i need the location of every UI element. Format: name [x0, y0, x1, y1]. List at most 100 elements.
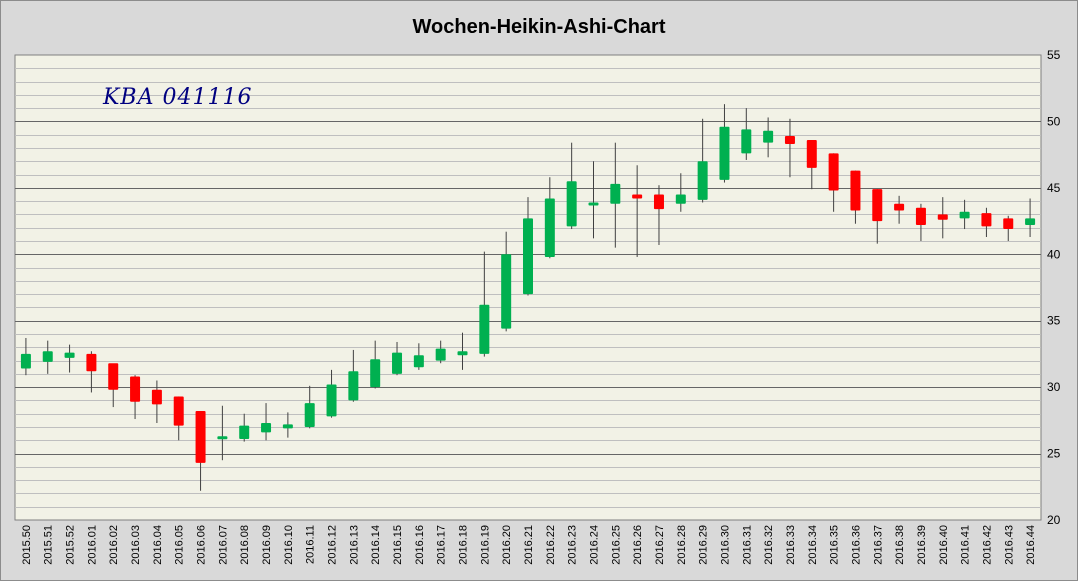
candle-body-down — [130, 376, 141, 402]
candle-body-up — [523, 218, 533, 295]
candle-body-down — [195, 411, 206, 463]
chart-annotation: KBA 041116 — [102, 85, 252, 110]
x-tick-label: 2016.43 — [1003, 525, 1015, 565]
x-tick-label: 2015.51 — [43, 525, 55, 565]
x-tick-label: 2016.03 — [130, 525, 142, 565]
candle-body-up — [239, 425, 250, 439]
x-tick-label: 2016.33 — [785, 525, 797, 565]
y-tick-label: 25 — [1047, 447, 1061, 461]
gridlines — [15, 68, 1041, 508]
candle-body-up — [566, 181, 577, 227]
candle-body-up — [479, 304, 490, 354]
x-tick-label: 2016.15 — [392, 525, 404, 565]
y-tick-label: 55 — [1047, 48, 1061, 62]
candle-body-up — [457, 351, 468, 356]
candle-body-down — [86, 353, 97, 372]
x-tick-label: 2016.34 — [807, 525, 819, 565]
candle-body-up — [392, 352, 403, 374]
y-axis-ticks: 20 25 30 35 40 45 50 55 — [1047, 48, 1061, 527]
candle-body-up — [675, 194, 686, 204]
x-tick-label: 2016.06 — [196, 525, 208, 565]
x-tick-label: 2016.04 — [152, 525, 164, 565]
candle-body-down — [894, 203, 905, 211]
x-tick-label: 2016.14 — [370, 525, 382, 565]
y-tick-label: 45 — [1047, 181, 1061, 195]
x-tick-label: 2016.05 — [174, 525, 186, 565]
x-tick-label: 2016.26 — [632, 525, 644, 565]
x-tick-label: 2016.12 — [327, 525, 339, 565]
candle-body-up — [719, 126, 730, 180]
candle-body-down — [108, 363, 119, 390]
x-tick-label: 2016.24 — [588, 525, 600, 565]
x-tick-label: 2016.39 — [916, 525, 928, 565]
candle-body-up — [261, 423, 272, 433]
candle-body-down — [1003, 218, 1014, 230]
x-tick-label: 2016.02 — [108, 525, 120, 565]
candle-body-down — [850, 170, 861, 211]
y-tick-label: 40 — [1047, 247, 1061, 261]
candle-body-up — [42, 351, 53, 362]
x-tick-label: 2016.25 — [610, 525, 622, 565]
x-tick-label: 2016.42 — [981, 525, 993, 565]
y-tick-label: 35 — [1047, 314, 1061, 328]
candle-body-up — [544, 198, 555, 257]
chart-title: Wochen-Heikin-Ashi-Chart — [413, 16, 666, 38]
x-tick-label: 2016.11 — [305, 525, 317, 564]
x-tick-label: 2016.40 — [938, 525, 950, 565]
candle-body-up — [20, 353, 31, 369]
candle-body-up — [588, 202, 599, 206]
candle-body-up — [741, 129, 752, 154]
candle-body-up — [370, 359, 381, 388]
x-tick-label: 2016.01 — [86, 525, 98, 565]
candle-body-up — [501, 254, 512, 329]
x-tick-label: 2016.30 — [719, 525, 731, 565]
candle-body-up — [435, 348, 446, 361]
x-tick-label: 2016.19 — [479, 525, 491, 565]
candle-body-up — [64, 352, 75, 358]
candle-body-up — [348, 371, 359, 401]
candle-body-up — [282, 424, 293, 429]
candle-body-down — [653, 194, 664, 210]
y-tick-label: 20 — [1047, 513, 1061, 527]
x-tick-label: 2016.10 — [283, 525, 295, 565]
candle-body-down — [828, 153, 839, 191]
x-tick-label: 2016.32 — [763, 525, 775, 565]
x-tick-label: 2015.52 — [65, 525, 77, 565]
candle-body-up — [763, 130, 774, 143]
x-tick-label: 2016.13 — [348, 525, 360, 565]
candle-body-up — [326, 384, 337, 417]
candle-body-down — [784, 136, 795, 145]
candle-body-down — [151, 389, 162, 405]
x-tick-label: 2016.35 — [829, 525, 841, 565]
x-tick-label: 2015.50 — [21, 525, 33, 565]
x-tick-label: 2016.21 — [523, 525, 535, 565]
x-tick-label: 2016.31 — [741, 525, 753, 565]
x-tick-label: 2016.20 — [501, 525, 513, 565]
x-tick-label: 2016.08 — [239, 525, 251, 565]
y-tick-label: 50 — [1047, 114, 1061, 128]
x-tick-label: 2016.41 — [960, 525, 972, 565]
x-tick-label: 2016.27 — [654, 525, 666, 565]
x-tick-label: 2016.22 — [545, 525, 557, 565]
x-tick-label: 2016.23 — [567, 525, 579, 565]
x-tick-label: 2016.38 — [894, 525, 906, 565]
x-tick-label: 2016.07 — [217, 525, 229, 565]
x-tick-label: 2016.18 — [458, 525, 470, 565]
candle-body-down — [632, 194, 643, 199]
y-tick-label: 30 — [1047, 380, 1061, 394]
candles — [20, 104, 1036, 491]
x-tick-label: 2016.36 — [850, 525, 862, 565]
candle-body-down — [981, 213, 992, 227]
candle-body-up — [1025, 218, 1036, 226]
x-axis-ticks: 2015.50 2015.51 2015.52 2016.01 2016.02 2016.… — [21, 525, 1037, 565]
candle-body-up — [217, 436, 228, 440]
candle-body-down — [872, 189, 883, 222]
x-tick-label: 2016.09 — [261, 525, 273, 565]
candle-body-down — [915, 207, 926, 226]
candle-body-up — [697, 161, 708, 200]
x-tick-label: 2016.29 — [698, 525, 710, 565]
x-tick-label: 2016.17 — [436, 525, 448, 565]
candle-body-down — [806, 140, 817, 168]
